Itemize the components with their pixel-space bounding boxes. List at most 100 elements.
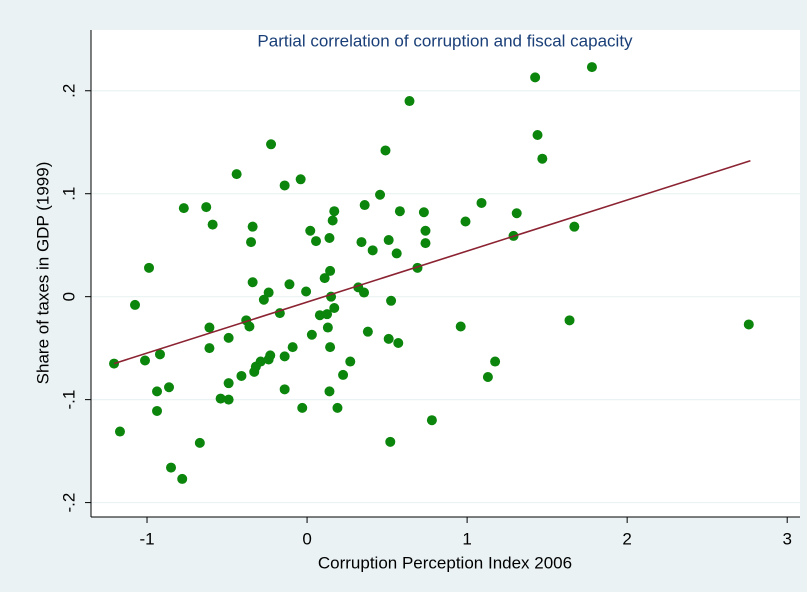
point (177, 473, 188, 484)
point (236, 370, 247, 381)
point (586, 62, 597, 73)
point (420, 238, 431, 249)
point (329, 302, 340, 313)
point (247, 277, 258, 288)
point (201, 202, 212, 213)
point (324, 386, 335, 397)
point (301, 286, 312, 297)
point (322, 322, 333, 333)
y-tick-label: .2 (59, 84, 78, 98)
point (359, 200, 370, 211)
point (263, 287, 274, 298)
point (564, 315, 575, 326)
point (311, 236, 322, 247)
point (215, 393, 226, 404)
point (305, 225, 316, 236)
x-tick-label: 1 (462, 529, 471, 548)
point (266, 139, 277, 150)
point (246, 237, 257, 248)
point (460, 216, 471, 227)
fit-line (113, 159, 751, 365)
point (338, 369, 349, 380)
point (130, 299, 141, 310)
point (391, 248, 402, 259)
point (178, 203, 189, 214)
point (325, 342, 336, 353)
x-tick-label: 0 (302, 529, 311, 548)
point (140, 355, 151, 366)
point (532, 130, 543, 141)
point (258, 294, 269, 305)
x-axis-title: Corruption Perception Index 2006 (318, 553, 572, 572)
point (144, 262, 155, 273)
point (394, 206, 405, 217)
point (530, 72, 541, 83)
point (287, 342, 298, 353)
point (244, 321, 255, 332)
point (385, 436, 396, 447)
point (279, 351, 290, 362)
point (383, 333, 394, 344)
y-axis-title: Share of taxes in GDP (1999) (33, 162, 52, 385)
point (279, 180, 290, 191)
point (204, 343, 215, 354)
y-tick-label: 0 (59, 292, 78, 301)
x-tick-label: 3 (782, 529, 791, 548)
point (152, 405, 163, 416)
point (383, 235, 394, 246)
point (164, 382, 175, 393)
point (490, 356, 501, 367)
point (152, 386, 163, 397)
x-tick-label: 2 (622, 529, 631, 548)
plot-area (91, 30, 800, 517)
point (455, 321, 466, 332)
point (332, 402, 343, 413)
point (223, 394, 234, 405)
point (476, 197, 487, 208)
point (345, 356, 356, 367)
point (279, 384, 290, 395)
point (223, 332, 234, 343)
point (420, 225, 431, 236)
point (319, 273, 330, 284)
y-tick-label: .1 (59, 187, 78, 201)
point (325, 265, 336, 276)
point (194, 437, 205, 448)
point (154, 349, 165, 360)
point (166, 462, 177, 473)
point (482, 371, 493, 382)
point (247, 221, 258, 232)
point (380, 145, 391, 156)
point (204, 322, 215, 333)
point (375, 189, 386, 200)
point (743, 319, 754, 330)
point (537, 153, 548, 164)
point (362, 326, 373, 337)
point (426, 415, 437, 426)
point (393, 337, 404, 348)
point (207, 219, 218, 230)
point (418, 207, 429, 218)
point (569, 221, 580, 232)
point (359, 287, 370, 298)
point (231, 169, 242, 180)
point (265, 350, 276, 361)
point (322, 309, 333, 320)
point (327, 215, 338, 226)
point (114, 426, 125, 437)
point (356, 237, 367, 248)
point (404, 96, 415, 107)
y-tick-label: -.1 (59, 390, 78, 410)
y-tick-label: -.2 (59, 493, 78, 513)
point (306, 329, 317, 340)
x-tick-label: -1 (139, 529, 154, 548)
chart-title: Partial correlation of corruption and fi… (257, 31, 633, 50)
point (297, 402, 308, 413)
point (386, 295, 397, 306)
point (223, 378, 234, 389)
point (329, 206, 340, 217)
point (511, 208, 522, 219)
point (367, 245, 378, 256)
point (284, 279, 295, 290)
